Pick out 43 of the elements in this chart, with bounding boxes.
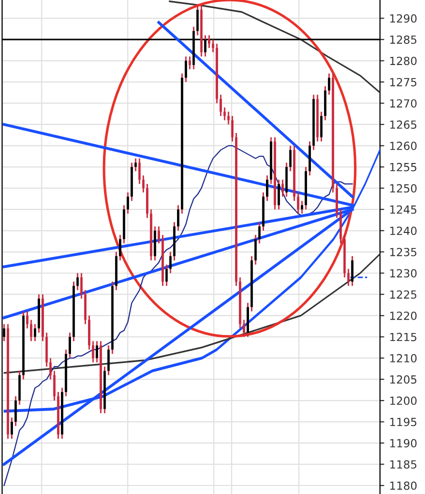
candlestick	[26, 310, 28, 330]
y-tick-label: 1190	[390, 439, 417, 448]
candlestick	[231, 115, 234, 142]
y-tick-label: 1235	[390, 248, 416, 256]
candlestick	[351, 255, 354, 287]
y-tick-label: 1265	[390, 120, 416, 129]
candlestick	[68, 332, 71, 359]
candlestick	[158, 226, 160, 244]
y-tick-label: 1230	[390, 269, 417, 278]
candlestick	[14, 396, 17, 427]
candlestick	[126, 192, 130, 214]
candlestick	[30, 319, 32, 342]
candlestick	[300, 200, 304, 214]
y-tick-label: 1215	[390, 332, 416, 342]
y-tick-label: 1250	[390, 184, 417, 193]
candlestick	[220, 94, 222, 117]
y-tick-label: 1290	[390, 14, 417, 23]
y-tick-label: 1220	[390, 312, 417, 320]
y-tick-label: 1270	[390, 99, 417, 108]
y-tick-label: 1260	[390, 142, 417, 150]
candlestick	[281, 178, 284, 198]
y-tick-label: 1200	[390, 396, 417, 405]
candlestick	[208, 34, 210, 49]
y-tick-label: 1280	[390, 56, 417, 66]
y-tick-label: 1210	[390, 354, 417, 362]
candlestick	[266, 174, 268, 202]
candlestick	[142, 174, 145, 194]
y-tick-label: 1180	[390, 481, 417, 490]
y-tick-label: 1285	[390, 35, 416, 44]
y-tick-label: 1245	[390, 205, 416, 214]
y-tick-label: 1195	[390, 418, 416, 426]
y-tick-label: 1275	[390, 78, 416, 86]
y-tick-label: 1240	[390, 226, 417, 236]
candlestick	[177, 204, 180, 232]
candlestick	[53, 370, 56, 402]
candlestick	[296, 192, 300, 214]
candlestick	[118, 234, 122, 262]
y-tick-label: 1185	[390, 460, 416, 469]
candlestick	[223, 106, 226, 121]
y-tick-label: 1255	[390, 162, 416, 172]
candlestick	[188, 56, 191, 70]
y-tick-label: 1225	[390, 290, 416, 299]
y-tick-label: 1205	[390, 375, 416, 384]
